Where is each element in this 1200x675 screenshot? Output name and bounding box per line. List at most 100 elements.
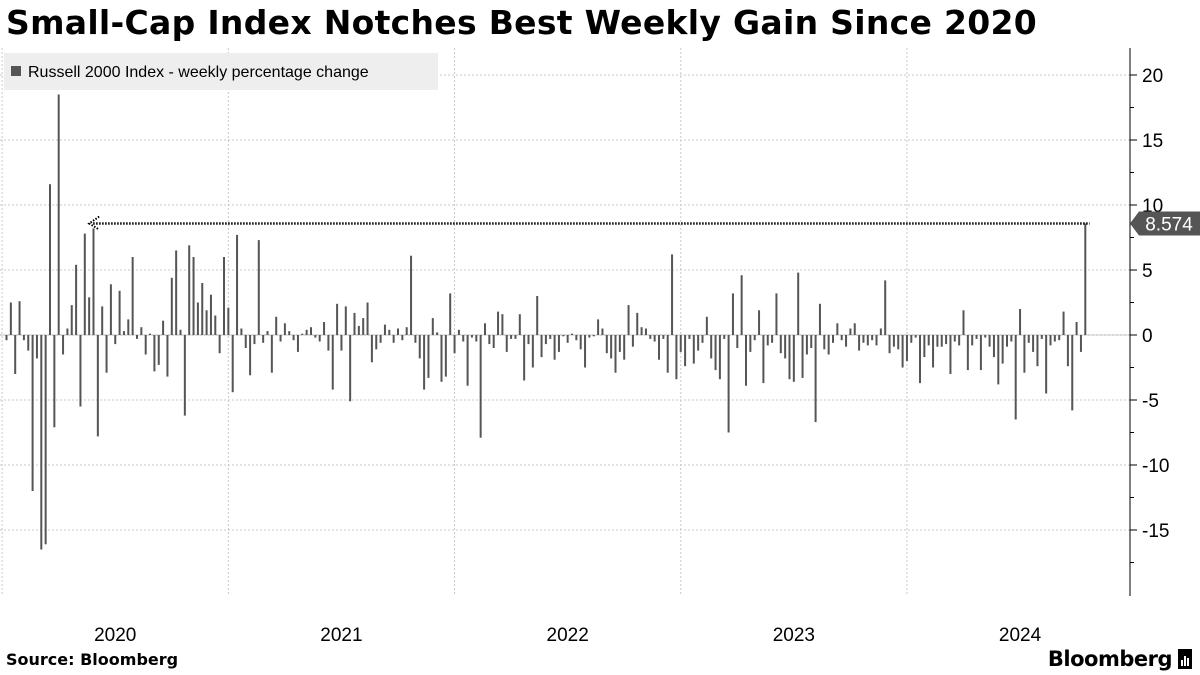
bar xyxy=(379,335,382,343)
bar xyxy=(253,335,256,345)
bar xyxy=(1075,322,1078,335)
last-value-callout: 8.574 xyxy=(1130,211,1200,236)
bar xyxy=(610,335,613,359)
bar xyxy=(666,335,669,373)
bar xyxy=(1066,335,1069,367)
bar xyxy=(862,335,865,343)
bar xyxy=(1023,335,1026,373)
bar xyxy=(523,335,526,381)
bar xyxy=(497,311,500,335)
bar xyxy=(605,335,608,354)
bar xyxy=(797,272,800,335)
bar xyxy=(136,335,138,339)
bar xyxy=(784,335,787,359)
bar xyxy=(701,335,704,343)
bar xyxy=(1032,335,1035,352)
bar xyxy=(588,335,591,338)
bar xyxy=(697,335,700,351)
bar xyxy=(327,335,330,351)
gridlines xyxy=(0,48,1130,596)
source-note: Source: Bloomberg xyxy=(6,650,178,669)
bar xyxy=(35,335,38,359)
bar xyxy=(640,327,643,335)
bar xyxy=(66,328,69,335)
bar xyxy=(349,335,352,402)
bar xyxy=(153,335,156,372)
bar xyxy=(736,335,739,348)
bar xyxy=(536,296,539,335)
bar xyxy=(1027,335,1030,343)
bar xyxy=(510,335,513,339)
bar xyxy=(88,297,91,335)
bar xyxy=(514,335,517,339)
bar xyxy=(901,335,904,368)
x-axis: 2020 2021 2022 2023 2024 xyxy=(94,625,1042,646)
y-tick-label: 0 xyxy=(1142,326,1153,347)
bar xyxy=(127,319,130,335)
bar xyxy=(310,327,312,335)
bar xyxy=(192,257,195,335)
bar xyxy=(623,335,626,360)
legend-background xyxy=(4,53,438,90)
bar xyxy=(444,335,447,377)
legend: Russell 2000 Index - weekly percentage c… xyxy=(4,53,438,90)
bar xyxy=(718,335,721,380)
bar xyxy=(749,335,752,352)
bar xyxy=(249,335,252,376)
bar xyxy=(301,333,304,335)
bar xyxy=(423,335,426,390)
bar xyxy=(1058,335,1061,341)
bar xyxy=(492,335,495,348)
bar xyxy=(62,335,65,355)
callout-value: 8.574 xyxy=(1145,215,1193,236)
brand-logo: Bloomberg xyxy=(1048,647,1192,671)
bar xyxy=(927,335,930,346)
bar xyxy=(988,335,991,347)
bar xyxy=(753,335,756,341)
bar xyxy=(984,335,987,338)
bar xyxy=(953,335,956,342)
bar xyxy=(1001,335,1004,364)
bar xyxy=(501,314,504,335)
bar xyxy=(305,329,308,335)
bar xyxy=(275,316,278,335)
bar xyxy=(879,328,882,335)
bar xyxy=(779,335,782,354)
bar xyxy=(223,257,225,335)
bar xyxy=(884,280,887,335)
bar xyxy=(414,335,417,343)
bar xyxy=(853,323,856,335)
bar xyxy=(457,329,460,335)
bar xyxy=(1071,335,1074,411)
bar xyxy=(362,318,365,335)
bar xyxy=(801,335,804,378)
bar xyxy=(888,335,891,354)
bar xyxy=(614,335,617,373)
bar xyxy=(727,335,730,433)
bar xyxy=(771,335,774,343)
bar xyxy=(1006,335,1008,347)
bar xyxy=(740,275,743,335)
bar xyxy=(571,333,573,335)
bar xyxy=(340,335,343,351)
bar xyxy=(871,335,874,341)
bar xyxy=(814,335,817,423)
bar xyxy=(144,335,147,355)
bar xyxy=(975,335,978,339)
bar xyxy=(631,335,634,347)
bar xyxy=(57,94,60,335)
bar xyxy=(597,319,600,335)
bar xyxy=(427,335,430,378)
bar xyxy=(662,335,665,339)
bar xyxy=(762,335,765,384)
bar xyxy=(31,335,34,491)
bar xyxy=(131,257,134,335)
bar xyxy=(392,335,395,343)
bar xyxy=(992,335,995,358)
bar xyxy=(897,335,900,350)
bar xyxy=(958,335,961,346)
bar xyxy=(318,335,321,342)
arrow-icon xyxy=(87,215,100,231)
bar xyxy=(910,335,913,343)
bar xyxy=(92,228,95,335)
